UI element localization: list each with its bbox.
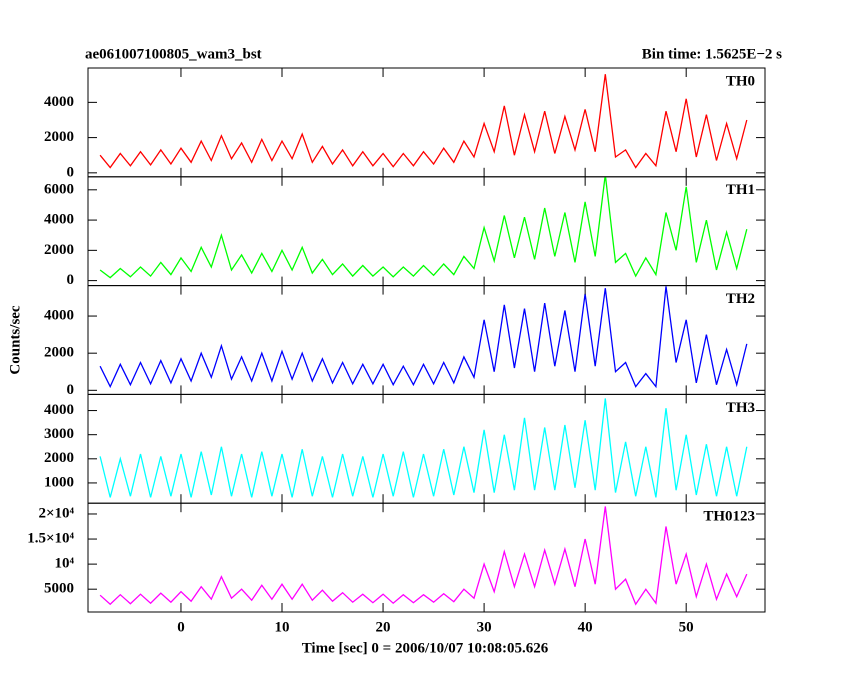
y-tick-label: 3000 [44,426,74,442]
x-tick-label: 50 [679,619,694,635]
y-tick-label: 2000 [44,242,74,258]
y-tick-label: 2000 [44,345,74,361]
y-tick-label: 0 [67,272,75,288]
y-tick-label: 2×10⁴ [38,505,74,521]
y-tick-label: 6000 [44,181,74,197]
y-tick-label: 10⁴ [55,556,75,572]
data-line [99,286,748,389]
x-tick-label: 0 [177,619,185,635]
y-tick-label: 4000 [44,94,74,110]
x-tick-label: 40 [578,619,593,635]
panel-label: TH0 [726,73,755,89]
x-tick-label: 10 [275,619,290,635]
panel-label: TH1 [726,182,755,198]
data-line [99,74,748,169]
y-tick-label: 2000 [44,450,74,466]
y-tick-label: 1000 [44,474,74,490]
y-tick-label: 4000 [44,307,74,323]
x-axis-label: Time [sec] 0 = 2006/10/07 10:08:05.626 [302,640,549,656]
panel-frame [87,502,766,613]
y-tick-label: 1.5×10⁴ [27,530,74,546]
y-tick-label: 5000 [44,581,74,597]
data-line [99,176,748,279]
data-line [99,506,748,606]
x-tick-label: 20 [376,619,391,635]
y-tick-label: 0 [67,164,75,180]
y-tick-label: 4000 [44,402,74,418]
data-line [99,398,748,498]
y-tick-label: 0 [67,382,75,398]
panel-label: TH3 [726,400,755,416]
x-tick-label: 30 [477,619,492,635]
y-tick-label: 4000 [44,212,74,228]
panel-label: TH0123 [703,509,755,525]
panel-label: TH2 [726,291,755,307]
y-axis-label: Counts/sec [7,305,23,375]
chart-title: ae061007100805_wam3_bst [85,46,262,62]
bin-time: Bin time: 1.5625E−2 s [642,46,782,62]
y-tick-label: 2000 [44,129,74,145]
